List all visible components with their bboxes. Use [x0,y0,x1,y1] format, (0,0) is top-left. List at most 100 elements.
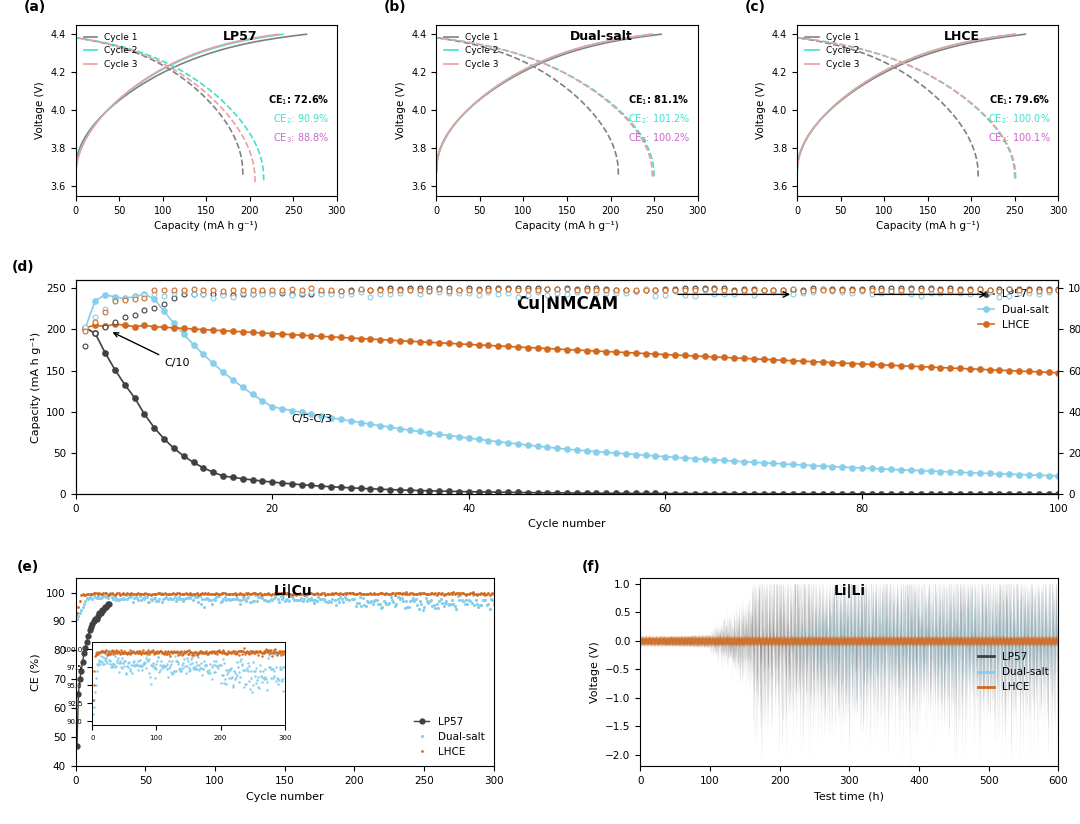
Dual-salt [423,597,436,606]
LHCE [487,589,500,599]
LP57 [83,625,96,635]
X-axis label: Cycle number: Cycle number [246,792,324,802]
Y-axis label: CE (%): CE (%) [30,653,41,691]
Dual-salt [72,611,85,620]
LP57 [93,608,106,618]
LP57 [87,616,100,626]
LP57 [73,675,86,685]
Dual-salt [449,604,462,614]
Text: (d): (d) [12,260,35,274]
Dual-salt [983,469,996,479]
LP57 [89,614,102,624]
LP57 [659,489,672,499]
Text: LHCE: LHCE [944,30,980,43]
LP57 [103,599,116,609]
Dual-salt [590,447,603,456]
Text: Dual-salt: Dual-salt [569,30,633,43]
LHCE [70,608,83,618]
Y-axis label: Voltage (V): Voltage (V) [756,82,767,139]
LHCE [72,602,85,612]
Text: C/10: C/10 [113,333,190,368]
LHCE [318,588,330,598]
LP57 [90,614,103,624]
LP57 [97,605,110,615]
LP57 [70,741,83,751]
X-axis label: Capacity (mA h g⁻¹): Capacity (mA h g⁻¹) [154,221,258,232]
LHCE [315,331,328,341]
Line: LHCE: LHCE [82,321,1062,376]
Legend: Cycle 1, Cycle 2, Cycle 3: Cycle 1, Cycle 2, Cycle 3 [441,29,502,73]
Dual-salt [79,323,92,333]
Y-axis label: Voltage (V): Voltage (V) [35,82,45,139]
Text: Li|Cu: Li|Cu [273,583,312,597]
LP57 [82,631,95,641]
Legend: LP57, Dual-salt, LHCE: LP57, Dual-salt, LHCE [409,713,488,761]
Dual-salt [104,588,117,598]
Dual-salt [315,411,328,421]
Legend: LP57, Dual-salt, LHCE: LP57, Dual-salt, LHCE [974,285,1053,334]
LP57 [72,689,85,699]
LHCE [449,588,462,597]
Text: (a): (a) [24,0,45,14]
Line: Dual-salt: Dual-salt [76,592,496,620]
LHCE [983,365,996,375]
Text: (b): (b) [384,0,407,14]
Dual-salt [138,289,151,299]
LP57 [99,602,112,612]
Text: Cu|NMCAM: Cu|NMCAM [516,295,618,313]
Dual-salt [1013,470,1026,480]
Text: CE$_3$: 100.2%: CE$_3$: 100.2% [627,131,690,145]
Line: LP57: LP57 [82,325,1062,497]
Text: C/5-C/3: C/5-C/3 [292,414,333,424]
Y-axis label: Capacity (mA h g⁻¹): Capacity (mA h g⁻¹) [30,331,41,442]
LHCE [669,350,681,360]
LP57 [92,611,105,620]
LP57 [85,620,98,630]
LHCE [1013,366,1026,376]
LP57 [79,643,92,653]
X-axis label: Cycle number: Cycle number [528,519,606,529]
LHCE [590,346,603,356]
Text: LP57: LP57 [222,30,258,43]
LHCE [79,323,92,333]
Dual-salt [275,404,288,414]
LP57 [1052,489,1065,499]
Legend: Cycle 1, Cycle 2, Cycle 3: Cycle 1, Cycle 2, Cycle 3 [801,29,863,73]
LP57 [98,602,111,612]
Dual-salt [70,614,83,624]
LP57 [78,648,91,658]
Dual-salt [319,597,332,606]
Line: Dual-salt: Dual-salt [82,291,1062,479]
Text: (e): (e) [17,559,39,574]
Text: CE$_2$: 100.0%: CE$_2$: 100.0% [988,112,1051,126]
LHCE [275,329,288,339]
LHCE [108,319,121,329]
Text: CE$_2$: 101.2%: CE$_2$: 101.2% [627,112,690,126]
Text: CE$_1$: 79.6%: CE$_1$: 79.6% [989,93,1051,107]
Dual-salt [669,452,681,462]
Line: LHCE: LHCE [76,591,496,614]
Text: (c): (c) [745,0,766,14]
LHCE [423,589,436,599]
Dual-salt [487,599,500,609]
LP57 [94,608,107,618]
LP57 [973,489,986,499]
X-axis label: Test time (h): Test time (h) [814,792,885,802]
Y-axis label: Voltage (V): Voltage (V) [590,641,599,703]
LHCE [1052,368,1065,377]
Dual-salt [1052,471,1065,481]
LP57 [75,666,87,676]
Legend: LP57, Dual-salt, LHCE: LP57, Dual-salt, LHCE [974,648,1053,696]
LP57 [102,599,114,609]
LHCE [319,589,332,599]
Text: Li|Li: Li|Li [834,583,865,597]
Text: CE$_1$: 81.1%: CE$_1$: 81.1% [629,93,690,107]
Text: (f): (f) [582,559,600,574]
LP57 [96,605,109,615]
LHCE [400,588,413,597]
Text: CE$_1$: 72.6%: CE$_1$: 72.6% [268,93,329,107]
LP57 [266,477,279,487]
X-axis label: Capacity (mA h g⁻¹): Capacity (mA h g⁻¹) [515,221,619,232]
LP57 [305,480,318,490]
LP57 [580,488,593,498]
